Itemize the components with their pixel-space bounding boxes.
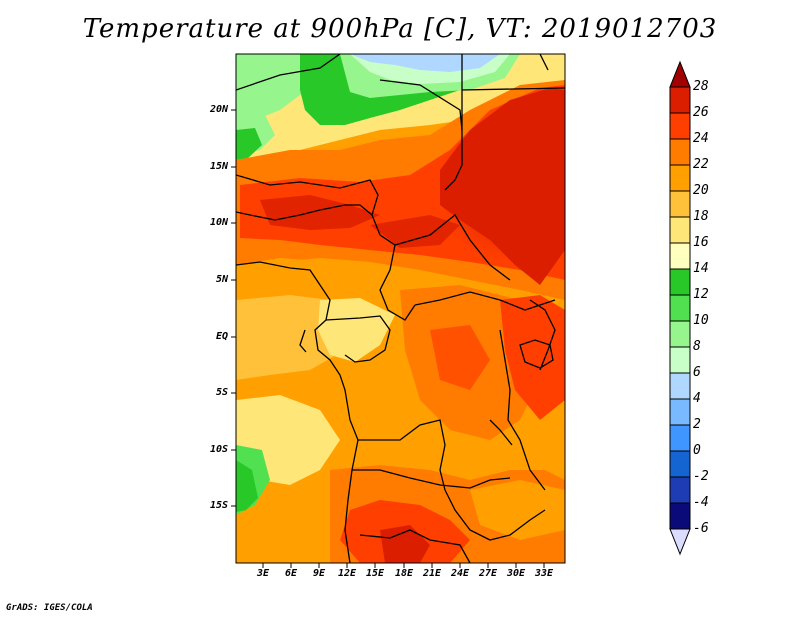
lon-label-30e: 30E	[506, 568, 526, 579]
colorbar-label: 12	[693, 287, 709, 302]
map-frame	[235, 53, 566, 564]
colorbar-top-triangle	[669, 60, 691, 88]
lat-label-20n: 20N	[209, 104, 228, 115]
axis-ticks	[231, 109, 545, 568]
lat-label-5n: 5N	[215, 274, 228, 285]
colorbar-swatch	[669, 86, 691, 114]
country-borders	[236, 54, 565, 563]
colorbar-swatch	[669, 268, 691, 296]
lon-label-15e: 15E	[365, 568, 385, 579]
colorbar-label: 22	[693, 157, 709, 172]
temperature-field	[236, 54, 565, 563]
colorbar-swatch	[669, 502, 691, 530]
lon-label-24e: 24E	[450, 568, 470, 579]
colorbar-label: -6	[693, 521, 709, 536]
colorbar-label: 18	[693, 209, 709, 224]
colorbar-swatch	[669, 294, 691, 322]
colorbar-swatch	[669, 372, 691, 400]
colorbar-swatch	[669, 398, 691, 426]
colorbar-swatch	[669, 190, 691, 218]
colorbar-label: 0	[693, 443, 701, 458]
colorbar-label: -4	[693, 495, 709, 510]
lat-label-10n: 10N	[209, 217, 228, 228]
lon-label-3e: 3E	[256, 568, 270, 579]
colorbar-swatch	[669, 112, 691, 140]
lat-label-eq: EQ	[215, 331, 228, 342]
map-title: Temperature at 900hPa [C], VT: 201901270…	[82, 14, 718, 44]
lat-label-10s: 10S	[209, 444, 228, 455]
colorbar-swatch	[669, 320, 691, 348]
colorbar-swatch	[669, 476, 691, 504]
colorbar-swatch	[669, 164, 691, 192]
colorbar-swatch	[669, 424, 691, 452]
colorbar-swatch	[669, 242, 691, 270]
colorbar	[669, 60, 691, 556]
colorbar-bottom-triangle	[669, 528, 691, 556]
lat-label-15n: 15N	[209, 161, 228, 172]
colorbar-swatch	[669, 346, 691, 374]
colorbar-label: 8	[693, 339, 701, 354]
lat-label-5s: 5S	[215, 387, 228, 398]
colorbar-label: -2	[693, 469, 709, 484]
colorbar-label: 10	[693, 313, 709, 328]
lon-label-9e: 9E	[312, 568, 326, 579]
colorbar-label: 20	[693, 183, 709, 198]
colorbar-swatch	[669, 450, 691, 478]
colorbar-swatch	[669, 216, 691, 244]
lon-label-6e: 6E	[284, 568, 298, 579]
lon-label-21e: 21E	[422, 568, 442, 579]
grads-credit: GrADS: IGES/COLA	[6, 603, 93, 613]
colorbar-swatch	[669, 138, 691, 166]
colorbar-label: 24	[693, 131, 709, 146]
colorbar-label: 2	[693, 417, 701, 432]
colorbar-label: 26	[693, 105, 709, 120]
lat-label-15s: 15S	[209, 500, 228, 511]
colorbar-label: 28	[693, 79, 709, 94]
lon-label-18e: 18E	[394, 568, 414, 579]
lon-label-27e: 27E	[478, 568, 498, 579]
colorbar-label: 4	[693, 391, 701, 406]
lon-label-12e: 12E	[337, 568, 357, 579]
colorbar-label: 16	[693, 235, 709, 250]
lon-label-33e: 33E	[534, 568, 554, 579]
colorbar-label: 14	[693, 261, 709, 276]
colorbar-label: 6	[693, 365, 701, 380]
